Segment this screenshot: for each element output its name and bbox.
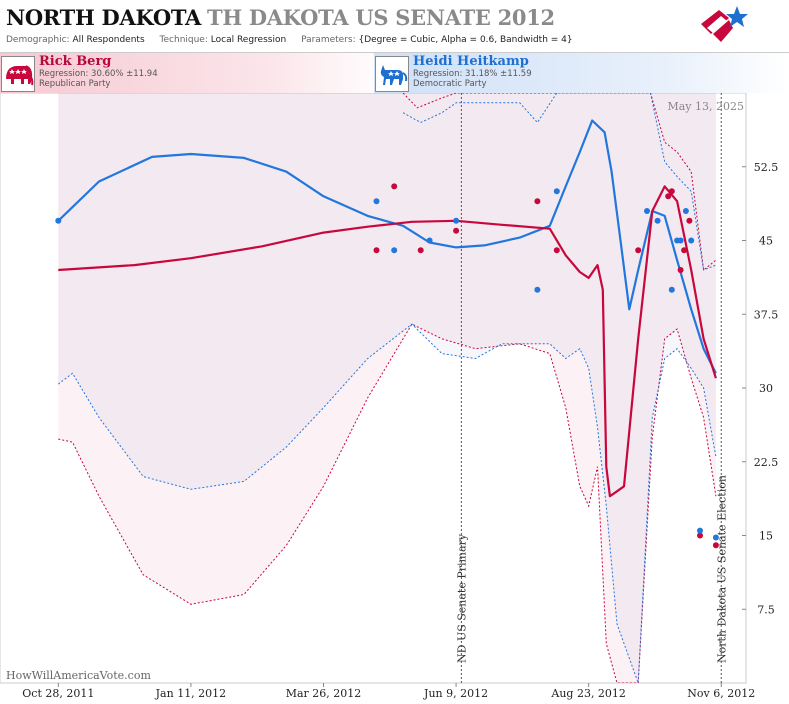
poll-point-heitkamp — [644, 208, 650, 214]
header-divider — [0, 52, 789, 53]
header: NORTH DAKOTA TH DAKOTA US SENATE 2012 Dem… — [0, 0, 789, 52]
poll-point-berg — [686, 217, 693, 224]
plot-area — [0, 93, 747, 684]
poll-point-heitkamp — [453, 217, 460, 224]
poll-point-berg — [712, 542, 719, 549]
lower-bound-heitkamp — [57, 323, 717, 683]
confidence-band-heitkamp — [58, 93, 716, 683]
poll-point-berg — [391, 183, 398, 190]
candidate-heidi-heitkamp[interactable]: Heidi Heitkamp Regression: 31.18% ±11.59… — [374, 53, 789, 93]
candidate-regression: Regression: 30.60% ±11.94 — [39, 69, 158, 79]
poll-point-berg — [668, 188, 675, 195]
x-tick-label: Jun 9, 2012 — [423, 687, 488, 700]
trend-line-berg — [58, 185, 717, 498]
poll-point-berg — [553, 247, 560, 254]
donkey-icon — [375, 56, 409, 92]
x-tick-label: Oct 28, 2011 — [22, 687, 94, 700]
poll-point-berg — [373, 247, 380, 254]
site-logo-icon — [701, 6, 748, 42]
upper-bound-berg — [402, 93, 717, 271]
candidate-legend: Rick Berg Regression: 30.60% ±11.94 Repu… — [0, 53, 789, 93]
y-tick-label: 30 — [759, 382, 773, 395]
title-subtitle: TH DAKOTA US SENATE 2012 — [207, 5, 555, 30]
poll-point-berg — [417, 247, 424, 254]
poll-point-berg — [681, 247, 688, 254]
poll-point-heitkamp — [534, 286, 541, 293]
confidence-band-berg — [58, 93, 716, 683]
candidate-rick-berg[interactable]: Rick Berg Regression: 30.60% ±11.94 Repu… — [0, 53, 390, 93]
poll-point-heitkamp — [682, 208, 689, 214]
x-tick-label: Aug 23, 2012 — [550, 687, 626, 700]
poll-point-heitkamp — [668, 286, 675, 293]
upper-bound-heitkamp — [402, 93, 717, 271]
x-tick-label: Mar 26, 2012 — [286, 687, 362, 700]
lower-bound-berg — [58, 323, 717, 683]
senate-polling-chart: ND US Senate Primary North Dakota US Sena… — [0, 93, 779, 700]
candidate-name: Rick Berg — [39, 54, 112, 69]
poll-point-heitkamp — [654, 217, 661, 224]
x-tick-label: Nov 6, 2012 — [687, 687, 755, 700]
poll-point-berg — [697, 532, 703, 539]
candidate-name: Heidi Heitkamp — [413, 54, 529, 69]
page-title: NORTH DAKOTA TH DAKOTA US SENATE 2012 — [6, 5, 555, 30]
parameters-line: Demographic: All Respondents Technique: … — [6, 35, 585, 45]
technique-label: Technique: — [159, 35, 208, 45]
poll-point-berg — [635, 247, 642, 254]
event-label: North Dakota US Senate Election — [715, 475, 728, 663]
poll-point-heitkamp — [55, 217, 62, 224]
current-date-label: May 13, 2025 — [667, 100, 744, 113]
poll-point-heitkamp — [677, 237, 684, 244]
poll-point-heitkamp — [426, 237, 433, 244]
elephant-icon — [1, 56, 35, 92]
y-tick-label: 37.5 — [754, 308, 779, 321]
y-tick-label: 52.5 — [754, 161, 779, 174]
technique-value: Local Regression — [210, 35, 287, 45]
title-state: NORTH DAKOTA — [6, 5, 202, 30]
poll-point-heitkamp — [391, 247, 398, 254]
demographic-label: Demographic: — [6, 35, 70, 45]
y-tick-label: 15 — [759, 530, 773, 543]
poll-point-berg — [453, 227, 460, 234]
x-tick-label: Jan 11, 2012 — [155, 687, 227, 700]
parameters-value: {Degree = Cubic, Alpha = 0.6, Bandwidth … — [358, 35, 573, 45]
poll-point-heitkamp — [553, 188, 560, 195]
y-tick-label: 22.5 — [754, 456, 779, 469]
poll-point-heitkamp — [712, 534, 719, 541]
parameters-label: Parameters: — [301, 35, 356, 45]
poll-point-berg — [677, 267, 684, 273]
candidate-party: Democratic Party — [413, 79, 487, 89]
poll-point-berg — [534, 198, 541, 205]
poll-point-berg — [665, 193, 672, 200]
poll-point-heitkamp — [697, 527, 703, 534]
trend-line-heitkamp — [57, 119, 717, 374]
poll-point-heitkamp — [373, 198, 380, 205]
poll-point-heitkamp — [688, 237, 695, 244]
candidate-party: Republican Party — [39, 79, 111, 89]
y-tick-label: 45 — [759, 235, 773, 248]
demographic-value: All Respondents — [72, 35, 145, 45]
site-watermark: HowWillAmericaVote.com — [6, 669, 151, 682]
y-tick-label: 7.5 — [757, 603, 775, 616]
event-label: ND US Senate Primary — [455, 533, 468, 663]
candidate-regression: Regression: 31.18% ±11.59 — [413, 69, 532, 79]
